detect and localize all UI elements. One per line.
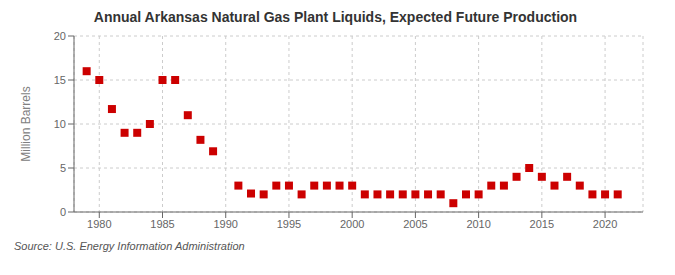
svg-text:0: 0: [60, 206, 66, 218]
svg-text:1985: 1985: [150, 218, 174, 230]
svg-text:2000: 2000: [340, 218, 364, 230]
html-text:Source: U.S. Energy Informatio: Source: U.S. Energy Information Administ…: [14, 240, 245, 252]
svg-text:1980: 1980: [87, 218, 111, 230]
svg-text:20: 20: [54, 30, 66, 42]
svg-text:2010: 2010: [466, 218, 490, 230]
svg-text:10: 10: [54, 118, 66, 130]
svg-text:2015: 2015: [530, 218, 554, 230]
svg-text:5: 5: [60, 162, 66, 174]
svg-text:2020: 2020: [593, 218, 617, 230]
svg-text:2005: 2005: [403, 218, 427, 230]
svg-text:1990: 1990: [213, 218, 237, 230]
svg-text:Million Barrels: Million Barrels: [19, 86, 33, 161]
html-text:Annual Arkansas Natural Gas Pl: Annual Arkansas Natural Gas Plant Liquid…: [93, 9, 578, 25]
svg-text:1995: 1995: [277, 218, 301, 230]
svg-text:15: 15: [54, 74, 66, 86]
